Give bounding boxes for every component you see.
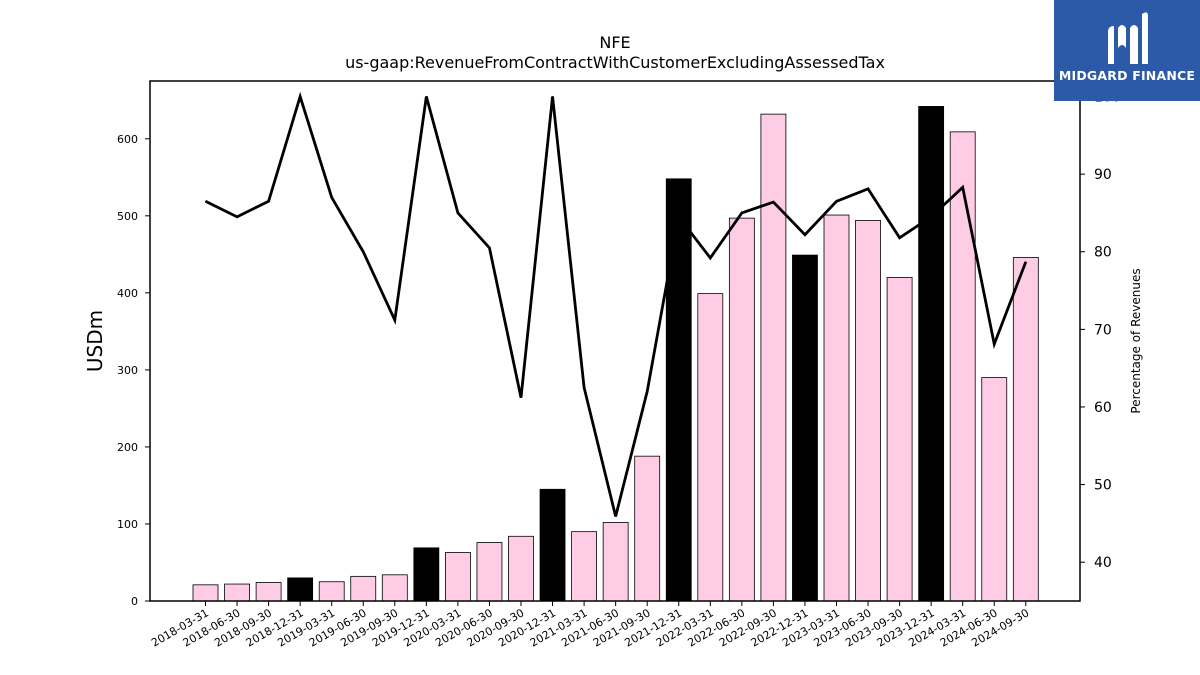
line-point <box>709 257 711 259</box>
line-point <box>993 343 995 345</box>
line-point <box>394 319 396 321</box>
y2-tick-label: 80 <box>1094 245 1112 261</box>
chart-title: NFE <box>599 33 630 52</box>
y-tick-label: 200 <box>117 441 138 454</box>
line-point <box>552 96 554 98</box>
y2-tick-label: 70 <box>1094 322 1112 338</box>
line-point <box>425 96 427 98</box>
bar-2020-09-30 <box>508 535 534 602</box>
bar-2021-12-31 <box>665 178 692 602</box>
bar-2023-12-31 <box>918 106 945 602</box>
bar-2024-09-30 <box>1012 257 1039 602</box>
y2-axis-label: Percentage of Revenues <box>1129 268 1143 413</box>
x-ticks-group: 2018-03-312018-06-302018-09-302018-12-31… <box>149 601 1031 650</box>
line-point <box>488 247 490 249</box>
line-point <box>362 251 364 253</box>
y-tick-label: 100 <box>117 518 138 531</box>
line-point <box>268 200 270 202</box>
y2-tick-label: 50 <box>1094 478 1112 494</box>
bar-2023-03-31 <box>823 214 850 602</box>
line-point <box>646 390 648 392</box>
line-point <box>457 212 459 214</box>
bar-2022-12-31 <box>792 254 818 602</box>
line-point <box>1025 261 1027 263</box>
bar-2021-06-30 <box>602 522 629 602</box>
y2-tick-label: 90 <box>1094 167 1112 183</box>
line-point <box>741 212 743 214</box>
line-point <box>299 96 301 98</box>
y-tick-label: 0 <box>131 595 138 608</box>
bar-2019-12-31 <box>413 547 440 602</box>
plot-frame <box>149 80 1081 602</box>
y-axis-label: USDm <box>83 310 107 372</box>
line-point <box>867 188 869 190</box>
line-point <box>331 196 333 198</box>
line-point <box>962 186 964 188</box>
midgard-finance-logo: MIDGARD FINANCE <box>1054 0 1200 101</box>
bar-2020-06-30 <box>476 542 503 602</box>
bar-2021-03-31 <box>571 531 597 602</box>
line-point <box>836 200 837 202</box>
midgard-logo-icon <box>1108 12 1148 64</box>
line-point <box>804 234 806 236</box>
bar-2022-09-30 <box>760 113 787 602</box>
bar-2023-06-30 <box>855 220 881 602</box>
line-point <box>772 201 774 203</box>
line-group <box>204 91 1028 517</box>
y2-tick-label: 60 <box>1094 400 1112 416</box>
bar-2020-12-31 <box>539 488 566 602</box>
bar-2019-03-31 <box>318 581 345 602</box>
y-ticks-group: 0 100 200 300 400 500 600 <box>117 133 150 608</box>
line-point <box>236 216 238 218</box>
line-point <box>583 387 585 389</box>
logo-text: MIDGARD FINANCE <box>1058 68 1196 83</box>
bar-2022-03-31 <box>697 293 724 602</box>
y-tick-label: 600 <box>117 133 138 146</box>
y2-ticks-group: 405060708090100 <box>1080 90 1121 571</box>
bar-2024-06-30 <box>981 377 1008 602</box>
y-tick-label: 500 <box>117 210 138 223</box>
bar-2022-06-30 <box>728 217 755 602</box>
chart-subtitle: us-gaap:RevenueFromContractWithCustomerE… <box>345 53 885 72</box>
bar-2019-06-30 <box>350 575 377 602</box>
line-point <box>899 237 901 239</box>
line-point <box>520 397 522 399</box>
y2-tick-label: 40 <box>1094 555 1112 571</box>
y-tick-label: 400 <box>117 287 138 300</box>
bar-2018-06-30 <box>224 583 250 602</box>
line-point <box>930 216 932 218</box>
bar-2024-03-31 <box>949 131 976 602</box>
line-point <box>205 200 206 202</box>
bar-2018-12-31 <box>287 577 314 602</box>
bar-2020-03-31 <box>444 552 471 602</box>
bar-2019-09-30 <box>381 574 408 602</box>
bar-2021-09-30 <box>634 455 661 602</box>
bars-group <box>192 106 1039 602</box>
bar-2023-09-30 <box>886 277 913 602</box>
line-point <box>678 216 680 218</box>
line-point <box>615 515 617 517</box>
bar-2018-03-31 <box>192 584 219 602</box>
y-tick-label: 300 <box>117 364 138 377</box>
bar-2018-09-30 <box>255 582 282 602</box>
